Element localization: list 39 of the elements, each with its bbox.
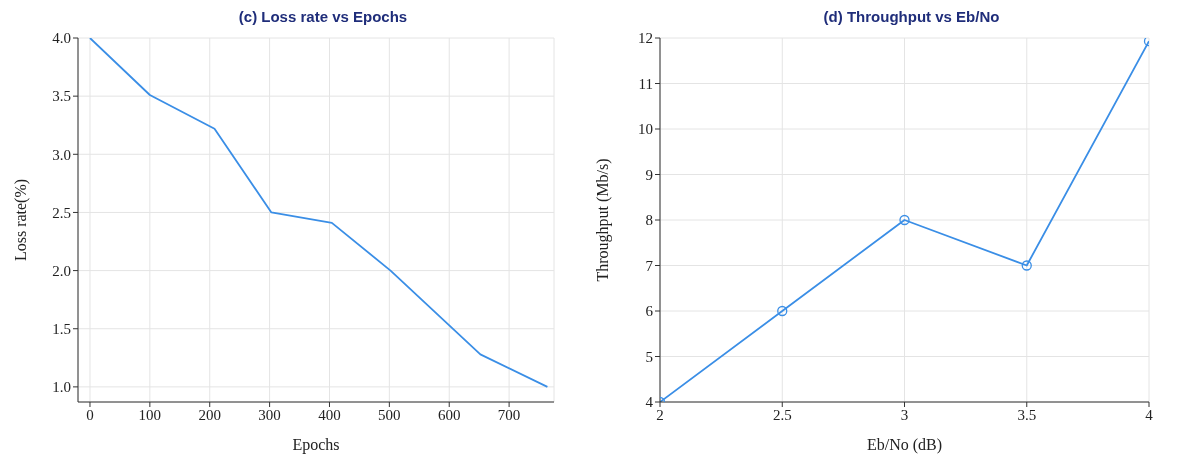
chart-title: (d) Throughput vs Eb/No — [822, 8, 1001, 27]
x-tick-label: 200 — [198, 406, 221, 423]
y-tick-label: 5 — [645, 348, 653, 365]
y-tick-label: 10 — [638, 121, 653, 138]
y-tick-label: 11 — [638, 75, 653, 92]
y-tick-label: 9 — [645, 166, 653, 183]
x-axis-title: Epochs — [292, 436, 340, 454]
x-tick-label: 3 — [900, 406, 909, 423]
y-tick-label: 1.0 — [52, 379, 71, 396]
x-tick-label: 400 — [318, 406, 341, 423]
point — [1021, 260, 1032, 271]
y-tick-label: 8 — [645, 212, 653, 229]
y-tick-label: 6 — [645, 303, 654, 320]
chart-title: (c) Loss rate vs Epochs — [237, 8, 409, 27]
y-axis-title: Throughput (Mb/s) — [593, 158, 612, 282]
y-tick-label: 2.5 — [52, 204, 71, 221]
x-tick-label: 700 — [497, 406, 521, 423]
y-tick-label: 4 — [645, 394, 654, 411]
y-axis-title: Loss rate(%) — [11, 178, 30, 262]
x-tick-label: 300 — [258, 406, 281, 423]
x-tick-label: 3.5 — [1017, 406, 1037, 423]
point — [899, 214, 910, 226]
point — [777, 305, 788, 317]
line-series — [89, 38, 549, 388]
y-tick-label: 1.5 — [52, 321, 71, 338]
y-tick-label: 3.0 — [52, 146, 71, 163]
x-tick-label: 600 — [437, 406, 461, 423]
y-tick-label: 12 — [638, 30, 653, 47]
y-tick-label: 7 — [645, 257, 654, 274]
y-tick-label: 4.0 — [52, 30, 71, 47]
x-tick-label: 2 — [656, 406, 664, 423]
x-tick-label: 4 — [1145, 406, 1154, 423]
x-tick-label: 100 — [138, 406, 162, 423]
x-axis-title: Eb/No (dB) — [866, 436, 943, 454]
x-tick-label: 0 — [86, 406, 94, 423]
x-tick-label: 2.5 — [772, 406, 792, 423]
x-tick-label: 500 — [378, 406, 401, 423]
y-tick-label: 3.5 — [52, 88, 71, 105]
y-tick-label: 2.0 — [52, 262, 71, 279]
